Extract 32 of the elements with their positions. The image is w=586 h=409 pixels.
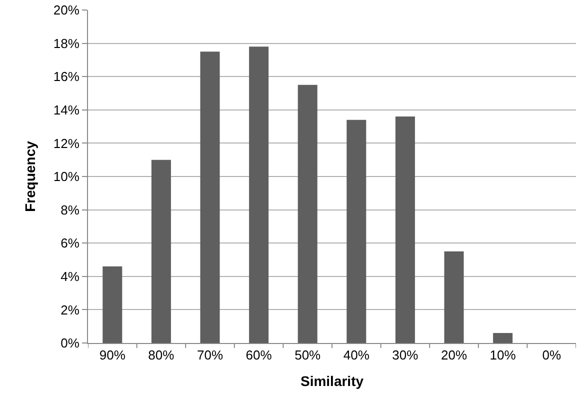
y-tick-label: 16% bbox=[53, 69, 80, 84]
x-tick-label: 40% bbox=[343, 348, 370, 363]
y-tick-label: 8% bbox=[60, 202, 80, 218]
y-tick-label: 0% bbox=[60, 336, 80, 351]
y-tick-label: 14% bbox=[53, 102, 80, 118]
y-tick-label: 4% bbox=[60, 268, 80, 284]
x-tick-label: 90% bbox=[99, 348, 126, 363]
x-tick-label: 10% bbox=[490, 348, 516, 363]
bar bbox=[200, 52, 220, 343]
x-tick-label: 0% bbox=[542, 348, 562, 363]
x-tick-label: 70% bbox=[196, 348, 224, 363]
bar bbox=[151, 160, 171, 343]
x-tick-label: 20% bbox=[440, 348, 468, 363]
y-tick-label: 12% bbox=[53, 136, 80, 151]
bar bbox=[346, 120, 366, 343]
x-tick-label: 60% bbox=[246, 348, 272, 363]
y-tick-label: 2% bbox=[60, 302, 80, 318]
bar bbox=[493, 333, 513, 343]
bar bbox=[444, 251, 464, 343]
x-tick-label: 50% bbox=[294, 348, 322, 363]
y-tick-label: 6% bbox=[60, 236, 80, 251]
x-tick-label: 30% bbox=[392, 348, 419, 363]
bar bbox=[298, 84, 318, 343]
bar bbox=[395, 116, 415, 343]
y-axis-title: Frequency bbox=[22, 140, 38, 212]
x-tick-label: 80% bbox=[148, 348, 175, 363]
bar bbox=[102, 266, 122, 343]
bar bbox=[249, 46, 269, 343]
y-tick-label: 10% bbox=[53, 169, 80, 184]
x-axis-title: Similarity bbox=[300, 372, 364, 389]
y-tick-label: 20% bbox=[53, 2, 80, 18]
y-tick-label: 18% bbox=[53, 36, 80, 51]
